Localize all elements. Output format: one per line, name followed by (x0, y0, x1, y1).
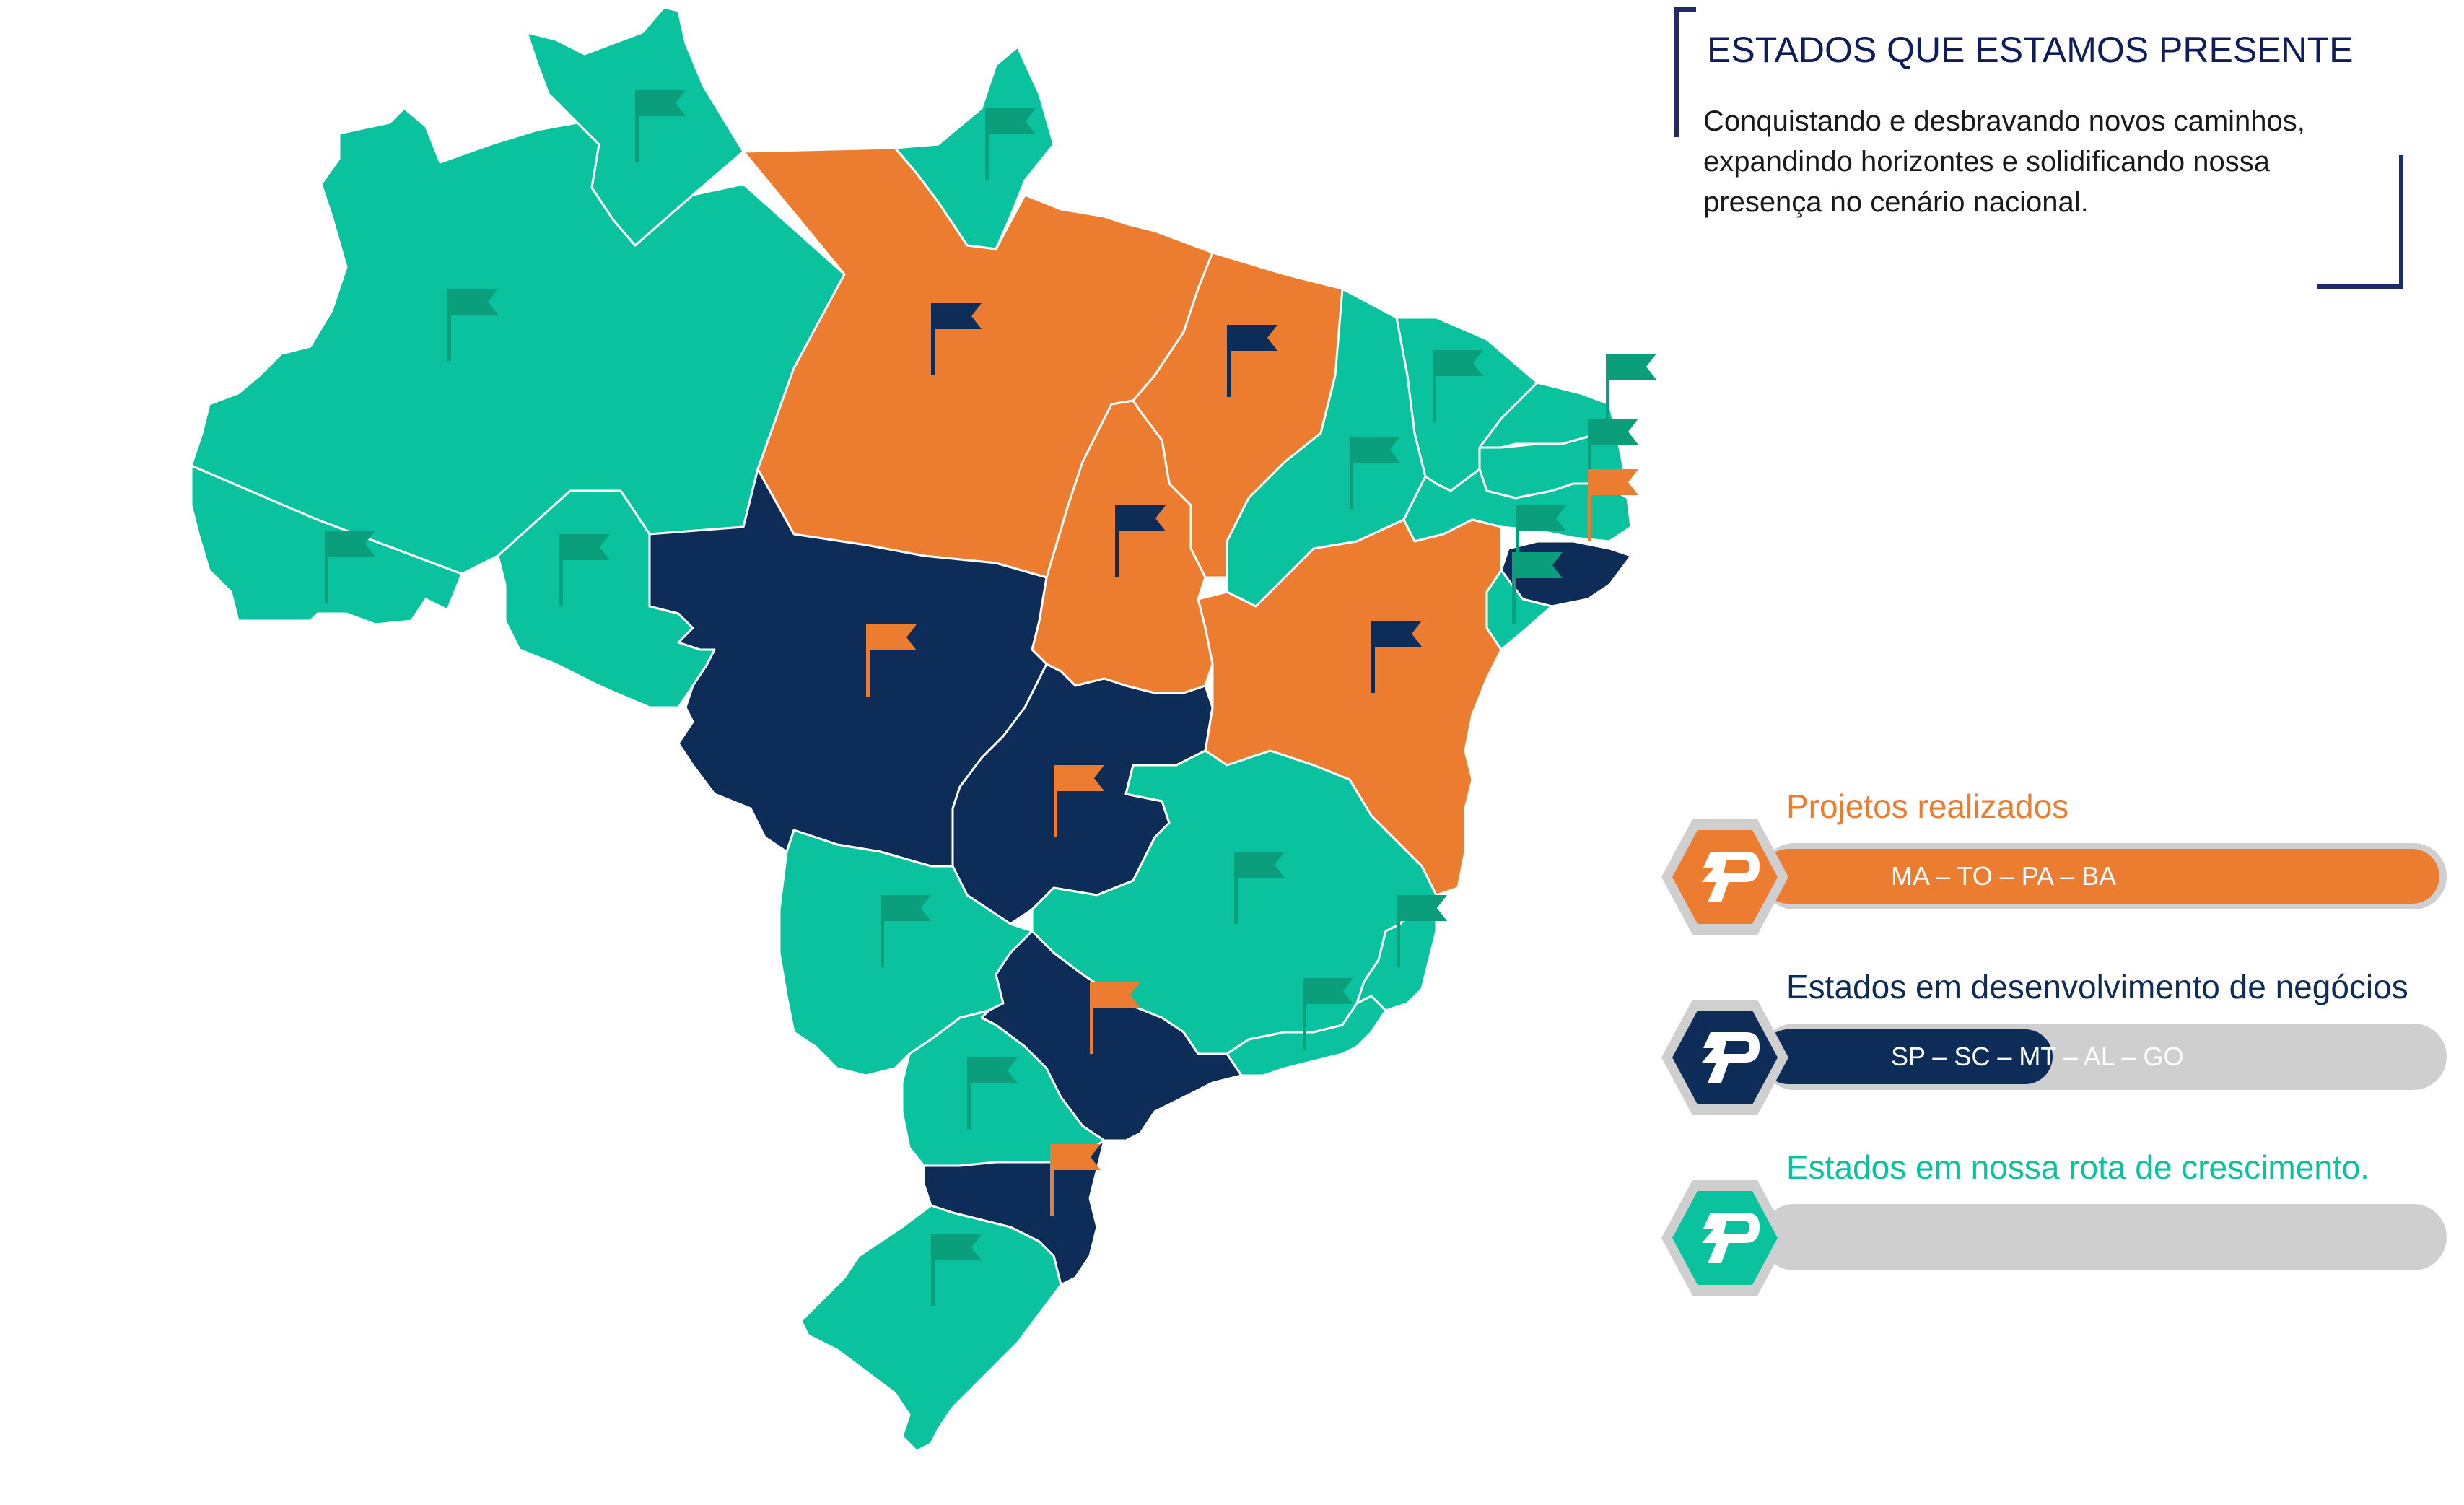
flag-icon (1588, 419, 1638, 491)
page-title: ESTADOS QUE ESTAMOS PRESENTE (1707, 30, 2354, 70)
page-subtitle: Conquistando e desbravando novos caminho… (1703, 105, 2305, 218)
flag-layer (325, 90, 1656, 1306)
flag-icon (1350, 437, 1400, 509)
lightning-p-icon (1661, 1000, 1788, 1115)
frame-corner (2317, 284, 2403, 289)
legend-item-desenvolvimento: Estados em desenvolvimento de negócios S… (1660, 967, 2447, 1115)
legend-fill: MA – TO – PA – BA (1761, 849, 2439, 904)
lightning-p-icon (1661, 1180, 1788, 1296)
flag-icon (1516, 505, 1566, 577)
legend-track: MA – TO – PA – BA (1761, 843, 2447, 909)
legend-track: SP – SC – MT – AL – GO (1761, 1024, 2447, 1090)
flag-icon (1115, 505, 1166, 577)
legend-item-crescimento: Estados em nossa rota de crescimento. (1660, 1148, 2447, 1296)
flag-icon (1234, 852, 1285, 924)
frame-corner (2399, 155, 2403, 289)
legend-label: Estados em desenvolvimento de negócios (1786, 968, 2408, 1005)
flag-icon (559, 534, 610, 606)
flag-icon (931, 1234, 982, 1306)
state-RS[interactable] (800, 1204, 1062, 1452)
lightning-p-icon (1661, 819, 1788, 935)
flag-icon (1227, 325, 1277, 397)
flag-icon (1397, 895, 1447, 967)
flag-icon (1054, 765, 1104, 837)
flag-icon (866, 624, 917, 697)
flag-icon (967, 1057, 1018, 1130)
legend-item-projetos: Projetos realizados MA – TO – PA – BA (1660, 787, 2447, 935)
brazil-map (190, 6, 1656, 1452)
flag-icon (447, 289, 498, 361)
flag-icon (635, 90, 686, 162)
flag-icon (1512, 552, 1563, 624)
legend-states: SP – SC – MT – AL – GO (1891, 1042, 2184, 1071)
legend-fill: SP – SC – MT – AL – GO (1761, 1029, 2184, 1084)
flag-icon (1050, 1144, 1101, 1216)
flag-icon (1433, 350, 1483, 422)
frame-corner (1674, 7, 1679, 137)
flag-icon (1090, 982, 1140, 1054)
legend-label: Estados em nossa rota de crescimento. (1786, 1148, 2369, 1186)
flag-icon (1371, 621, 1422, 693)
flag-icon (1588, 469, 1638, 541)
flag-icon (1303, 978, 1353, 1050)
flag-icon (985, 108, 1036, 180)
flag-icon (931, 303, 982, 375)
flag-icon (1606, 354, 1656, 426)
legend-label: Projetos realizados (1786, 788, 2069, 825)
flag-icon (881, 895, 931, 967)
legend-track (1761, 1204, 2447, 1270)
frame-corner (1674, 7, 1696, 12)
legend-states: MA – TO – PA – BA (1891, 861, 2117, 891)
state-AM[interactable] (190, 107, 846, 575)
header-box: ESTADOS QUE ESTAMOS PRESENTE Conquistand… (1674, 7, 2403, 289)
flag-icon (325, 531, 375, 603)
